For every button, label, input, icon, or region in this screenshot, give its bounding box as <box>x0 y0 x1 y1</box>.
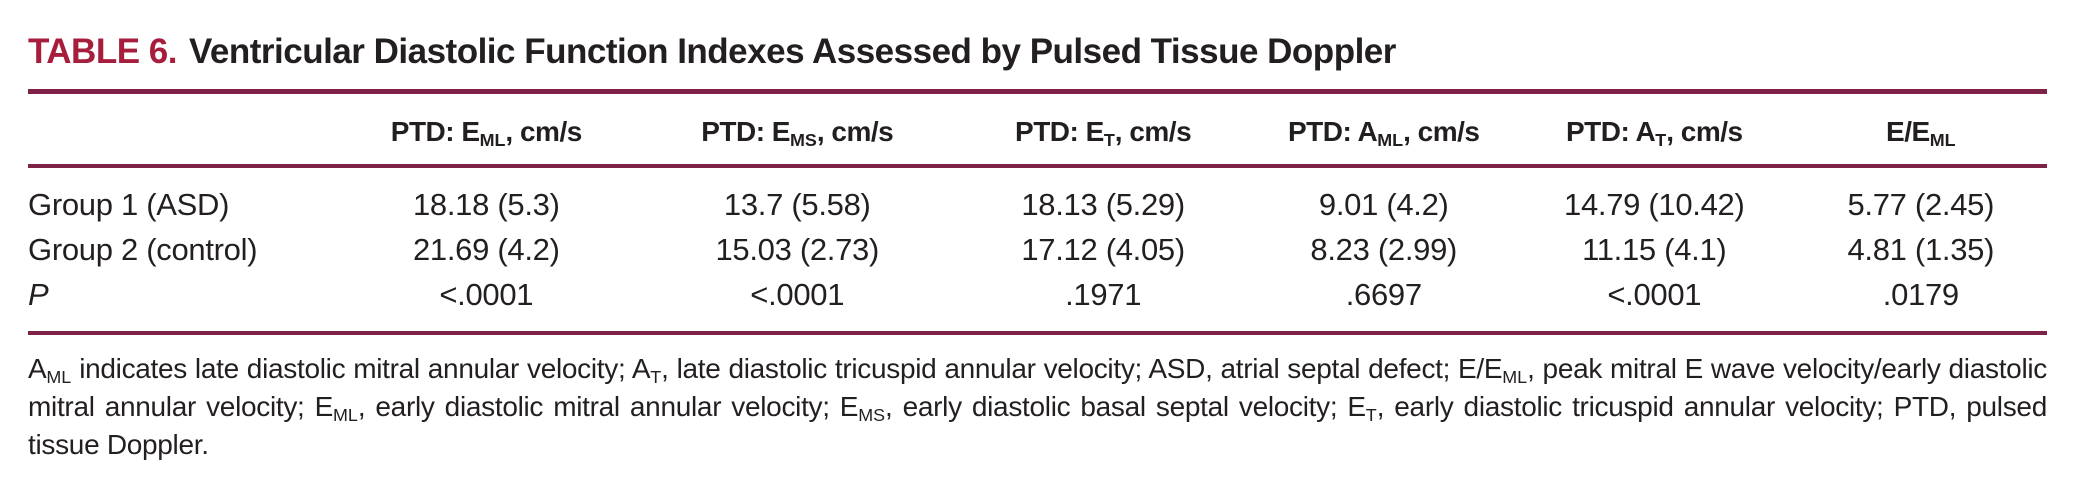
table-row: P <.0001 <.0001 .1971 .6697 <.0001 .0179 <box>28 272 2047 331</box>
table-cell: <.0001 <box>750 277 845 312</box>
table-head: PTD: EML, cm/s PTD: EMS, cm/s PTD: ET, cm/… <box>28 94 2047 168</box>
table-cell: <.0001 <box>1607 277 1702 312</box>
header-row: PTD: EML, cm/s PTD: EMS, cm/s PTD: ET, cm/… <box>28 94 2047 168</box>
column-header: PTD: ET, cm/s <box>952 94 1254 168</box>
table-cell: 9.01 (4.2) <box>1318 187 1449 222</box>
top-rule <box>28 89 2047 94</box>
column-header: PTD: EML, cm/s <box>330 94 642 168</box>
bottom-rule <box>28 331 2047 335</box>
row-label: P <box>28 277 49 312</box>
table-cell: .0179 <box>1882 277 1959 312</box>
table-cell: 17.12 (4.05) <box>1021 232 1185 267</box>
table-cell: 18.18 (5.3) <box>412 187 560 222</box>
table-cell: 4.81 (1.35) <box>1847 232 1995 267</box>
column-header: PTD: AT, cm/s <box>1513 94 1795 168</box>
table-row: Group 2 (control) 21.69 (4.2) 15.03 (2.73)… <box>28 227 2047 272</box>
table-cell: 21.69 (4.2) <box>412 232 560 267</box>
table-cell: 13.7 (5.58) <box>723 187 871 222</box>
table-cell: 15.03 (2.73) <box>715 232 880 267</box>
table-title: Ventricular Diastolic Function Indexes A… <box>188 32 1396 71</box>
row-label-header <box>28 94 331 168</box>
table-body: Group 1 (ASD) 18.18 (5.3) 13.7 (5.58) 18.13… <box>28 166 2047 331</box>
table-cell: <.0001 <box>439 277 534 312</box>
table-cell: .6697 <box>1345 277 1422 312</box>
table-cell: 8.23 (2.99) <box>1310 232 1458 267</box>
table-cell: 11.15 (4.1) <box>1582 232 1727 267</box>
table-cell: 14.79 (10.42) <box>1564 187 1745 222</box>
table-label: TABLE 6. <box>28 32 177 71</box>
table-footnote: AML indicates late diastolic mitral annu… <box>28 353 2047 460</box>
row-label: Group 2 (control) <box>28 232 258 267</box>
column-header: PTD: EMS, cm/s <box>641 94 953 168</box>
table-row: Group 1 (ASD) 18.18 (5.3) 13.7 (5.58) 18.13… <box>28 166 2047 227</box>
table-cell: 18.13 (5.29) <box>1021 187 1185 222</box>
column-header: E/EML <box>1794 94 2047 168</box>
table-cell: 5.77 (2.45) <box>1847 187 1995 222</box>
table-cell: .1971 <box>1065 277 1142 312</box>
data-table: PTD: EML, cm/s PTD: EMS, cm/s PTD: ET, cm/… <box>28 94 2047 331</box>
row-label: Group 1 (ASD) <box>28 187 230 222</box>
column-header: PTD: AML, cm/s <box>1253 94 1514 168</box>
table-title-line: TABLE 6. Ventricular Diastolic Function I… <box>28 32 2047 72</box>
